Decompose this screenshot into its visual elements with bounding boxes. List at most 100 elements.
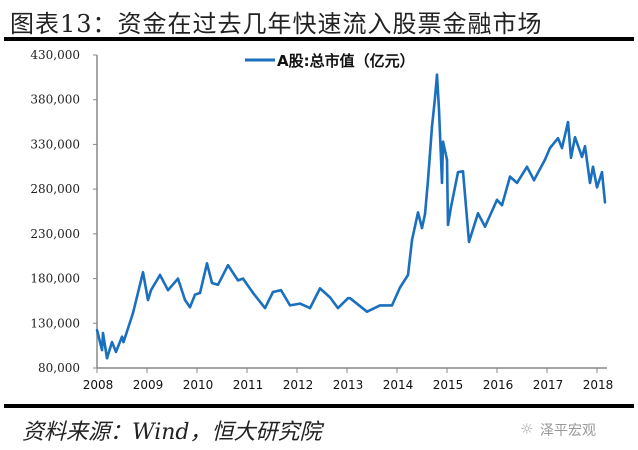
data-point [416, 211, 420, 214]
data-point [426, 179, 430, 182]
data-point [573, 136, 577, 139]
data-point [580, 155, 584, 159]
data-point [525, 165, 529, 168]
bottom-rule [4, 404, 634, 408]
data-point [100, 348, 104, 352]
data-point [158, 273, 162, 277]
data-point [483, 225, 487, 228]
series-layer [95, 73, 607, 360]
data-point [445, 158, 449, 161]
data-point [198, 291, 202, 295]
data-point [437, 108, 441, 111]
x-tick-label: 2014 [383, 378, 414, 392]
data-point [288, 304, 292, 307]
data-point [251, 291, 255, 295]
x-tick-label: 2017 [533, 378, 564, 392]
data-point [406, 273, 410, 277]
data-point [241, 277, 245, 280]
data-point [476, 212, 480, 215]
y-tick-label: 380,000 [30, 93, 80, 107]
data-point [298, 302, 302, 305]
data-point [398, 286, 402, 289]
data-point [566, 120, 570, 124]
top-rule [4, 37, 634, 41]
data-point [328, 296, 332, 299]
x-tick-label: 2018 [583, 378, 614, 392]
source-note: 资料来源：Wind，恒大研究院 [22, 420, 322, 445]
data-point [226, 263, 230, 267]
data-point [346, 297, 350, 300]
data-point [210, 281, 214, 285]
y-tick-label: 330,000 [30, 137, 80, 151]
data-point [110, 340, 114, 344]
data-point [595, 186, 599, 189]
data-point [433, 96, 437, 100]
y-tick-label: 430,000 [30, 48, 80, 62]
data-point [114, 350, 118, 354]
y-tick-label: 280,000 [30, 182, 80, 196]
data-point [146, 298, 150, 302]
data-point [456, 170, 460, 174]
y-tick-label: 130,000 [30, 316, 80, 330]
data-point [543, 158, 547, 161]
y-axis: 80,000 130,000 180,000 230,000 280,000 330,00… [30, 48, 98, 375]
data-point [440, 181, 444, 185]
data-point [390, 304, 394, 307]
data-point [600, 170, 604, 174]
data-point [271, 290, 275, 294]
data-point [603, 201, 607, 204]
legend-label: A股:总市值（亿元） [277, 52, 415, 70]
data-point [141, 271, 145, 274]
watermark: 泽平宏观 [540, 423, 596, 439]
data-point [263, 306, 267, 310]
x-tick-label: 2016 [483, 378, 514, 392]
figure-title: 图表13：资金在过去几年快速流入股票金融市场 [10, 10, 543, 38]
data-point [430, 125, 434, 128]
data-point [548, 146, 552, 150]
data-point [308, 306, 312, 310]
x-tick-label: 2012 [283, 378, 314, 392]
series-line-a-share-market-cap [95, 73, 607, 360]
y-tick-label: 230,000 [30, 227, 80, 241]
data-point [508, 175, 512, 178]
x-tick-label: 2015 [433, 378, 464, 392]
data-point [467, 240, 471, 244]
data-point [423, 212, 427, 216]
data-point [591, 165, 595, 168]
data-point [556, 136, 560, 140]
data-point [500, 204, 504, 207]
data-point [336, 306, 340, 310]
data-point [105, 356, 109, 360]
data-point [365, 310, 369, 313]
data-point [583, 145, 587, 148]
x-tick-label: 2009 [133, 378, 164, 392]
data-point [176, 277, 180, 280]
wechat-logo-icon: ☼ [520, 420, 534, 438]
data-point [515, 181, 519, 185]
data-point [101, 331, 105, 335]
data-point [441, 140, 445, 143]
x-tick-label: 2010 [183, 378, 214, 392]
data-point [188, 305, 192, 309]
data-point [95, 328, 99, 332]
data-point [446, 223, 450, 227]
data-point [205, 262, 209, 265]
data-point [588, 181, 592, 185]
x-tick-label: 2008 [83, 378, 114, 392]
data-point [122, 340, 125, 344]
data-point [560, 146, 564, 150]
data-point [378, 304, 382, 307]
x-tick-label: 2013 [333, 378, 364, 392]
data-point [348, 297, 352, 300]
data-point [318, 287, 322, 290]
data-point [569, 156, 573, 160]
data-point [131, 311, 135, 315]
data-point [183, 298, 187, 302]
x-tick-label: 2011 [233, 378, 264, 392]
data-point [236, 279, 240, 282]
legend: A股:总市值（亿元） [245, 52, 415, 70]
y-tick-label: 80,000 [38, 361, 80, 375]
data-point [166, 288, 170, 292]
data-point [435, 73, 439, 76]
